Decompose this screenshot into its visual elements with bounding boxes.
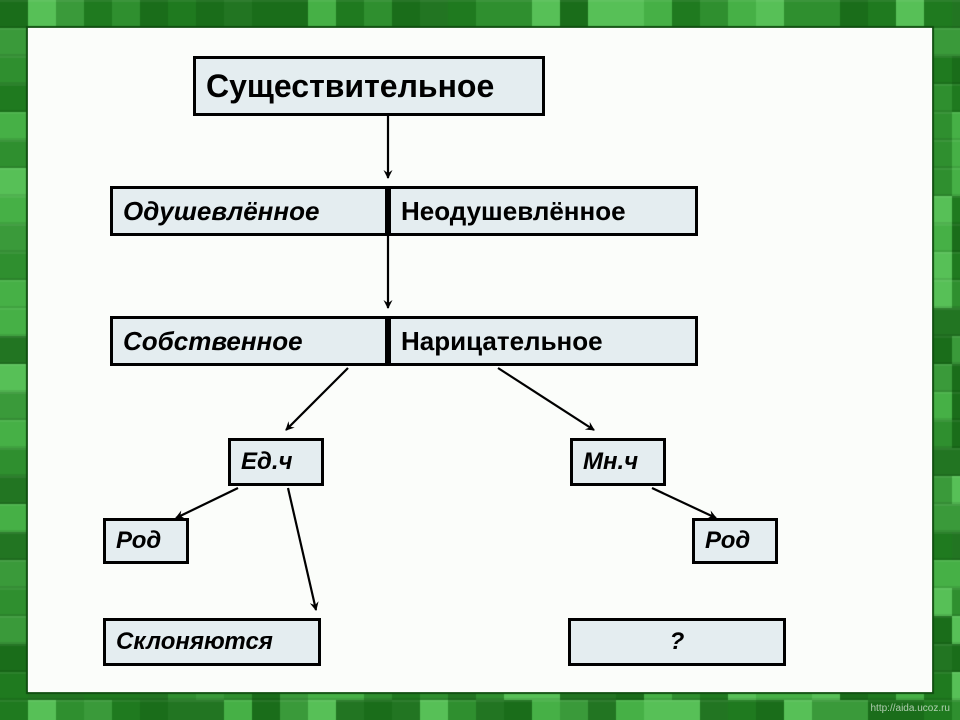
node-declined: Склоняются xyxy=(103,618,321,666)
node-animate-text: Одушевлённое xyxy=(123,196,319,227)
node-proper-text: Собственное xyxy=(123,326,303,357)
slide-frame: Существительное Одушевлённое Неодушевлён… xyxy=(0,0,960,720)
node-inanimate-text: Неодушевлённое xyxy=(401,196,626,227)
node-animate: Одушевлённое xyxy=(110,186,388,236)
node-common-text: Нарицательное xyxy=(401,326,603,357)
content-area: Существительное Одушевлённое Неодушевлён… xyxy=(28,28,932,692)
node-inanimate: Неодушевлённое xyxy=(388,186,698,236)
node-question-text: ? xyxy=(670,628,685,656)
node-plural-text: Мн.ч xyxy=(583,448,638,476)
footer-url: http://aida.ucoz.ru xyxy=(871,703,951,714)
node-gender-right: Род xyxy=(692,518,778,564)
node-singular-text: Ед.ч xyxy=(241,448,293,476)
node-declined-text: Склоняются xyxy=(116,628,273,656)
node-gender-left-text: Род xyxy=(116,527,161,555)
node-common: Нарицательное xyxy=(388,316,698,366)
node-question: ? xyxy=(568,618,786,666)
node-title-text: Существительное xyxy=(206,68,494,105)
node-singular: Ед.ч xyxy=(228,438,324,486)
node-plural: Мн.ч xyxy=(570,438,666,486)
node-title: Существительное xyxy=(193,56,545,116)
node-proper: Собственное xyxy=(110,316,388,366)
node-gender-right-text: Род xyxy=(705,527,750,555)
node-gender-left: Род xyxy=(103,518,189,564)
